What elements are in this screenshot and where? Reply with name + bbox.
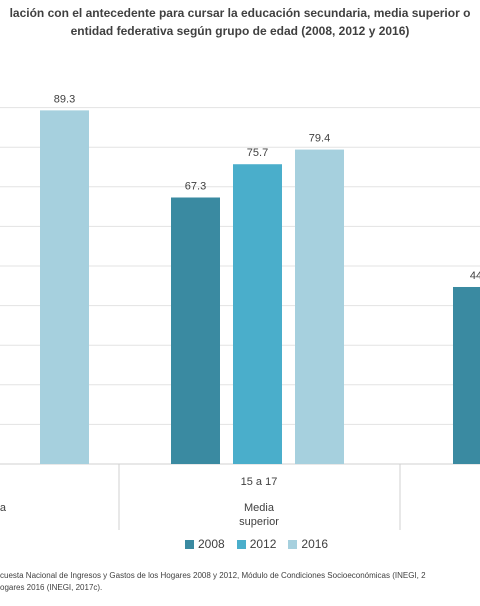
bar <box>40 110 89 464</box>
chart-title-line-2: entidad federativa según grupo de edad (… <box>70 24 410 38</box>
bar <box>171 197 220 464</box>
data-label: 44. <box>470 270 480 282</box>
source-line-1: cuesta Nacional de Ingresos y Gastos de … <box>0 571 426 580</box>
bar <box>453 286 480 464</box>
legend-label: 2008 <box>198 537 225 551</box>
data-label: 79.4 <box>309 133 330 145</box>
legend-item: 2016 <box>288 537 328 551</box>
source-note: cuesta Nacional de Ingresos y Gastos de … <box>0 570 480 594</box>
bar-chart: 89.3 67.3 75.7 79.4 44. a 15 a 17 Media superior <box>0 93 480 530</box>
education-level-label: Media <box>244 502 275 514</box>
legend-item: 2008 <box>185 537 225 551</box>
legend-label: 2016 <box>301 537 329 551</box>
bar <box>233 164 282 464</box>
source-line-2: ogares 2016 (INEGI, 2017c). <box>0 583 103 592</box>
legend-swatch <box>236 539 246 549</box>
bar <box>295 149 344 465</box>
chart-title-line-1: lación con el antecedente para cursar la… <box>9 6 471 20</box>
education-level-label: superior <box>239 516 279 528</box>
age-group-label: 15 a 17 <box>241 476 278 488</box>
legend-label: 2012 <box>249 537 277 551</box>
legend-item: 2012 <box>236 537 277 551</box>
legend-swatch <box>288 539 298 549</box>
data-label: 67.3 <box>185 180 206 192</box>
education-level-label: a <box>0 502 7 514</box>
data-label: 75.7 <box>247 147 268 159</box>
data-label: 89.3 <box>54 93 75 105</box>
legend-swatch <box>185 539 194 549</box>
chart-legend: 2008 2012 2016 <box>185 536 340 552</box>
